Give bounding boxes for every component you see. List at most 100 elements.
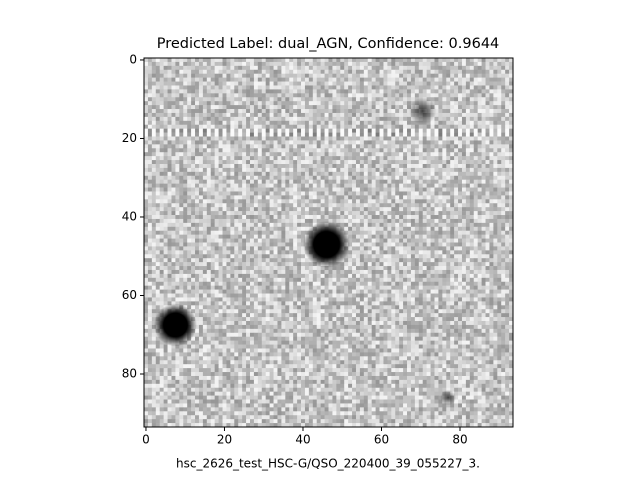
pixel [430,183,435,188]
pixel [312,156,318,161]
pixel [450,207,455,212]
pixel [407,211,412,216]
pixel [450,191,455,196]
pixel [210,61,215,67]
pixel [285,73,290,78]
pixel [422,163,427,169]
pixel [403,101,408,106]
pixel [320,175,325,180]
pixel [355,187,361,192]
pixel [191,152,196,157]
pixel [344,128,349,133]
pixel [222,179,227,184]
pixel [418,148,424,153]
pixel [301,144,306,149]
pixel [297,93,302,98]
pixel [454,258,459,263]
pixel [159,226,164,232]
pixel [367,215,372,220]
pixel [253,116,259,122]
pixel [414,144,420,149]
pixel [320,116,325,122]
pixel [261,136,266,141]
pixel [198,266,204,271]
pixel [187,69,192,75]
pixel [352,124,357,129]
pixel [363,242,369,247]
pixel [195,226,200,232]
pixel [155,195,161,200]
pixel [144,238,149,243]
pixel [489,58,494,63]
pixel [410,152,416,157]
pixel [167,148,172,153]
pixel [155,160,161,165]
pixel [497,61,502,67]
pixel [509,81,514,86]
pixel [458,230,463,235]
pixel [348,203,353,208]
pixel [332,171,337,177]
pixel [285,65,290,71]
pixel [461,81,467,86]
pixel [454,93,459,98]
pixel [202,254,208,259]
pixel [249,171,255,177]
pixel [195,187,200,192]
pixel [489,179,494,184]
pixel [489,230,494,235]
pixel [265,160,270,165]
pixel [473,58,478,63]
pixel [332,199,337,204]
pixel [285,171,290,177]
pixel [371,238,376,243]
pixel [297,203,302,208]
pixel [238,109,243,114]
pixel [222,116,227,122]
pixel [187,148,192,153]
pixel [301,160,306,165]
pixel [183,175,188,180]
pixel [461,124,467,129]
pixel [214,58,219,63]
pixel [187,89,192,94]
pixel [316,203,321,208]
pixel [202,81,208,86]
pixel [167,81,172,86]
pixel [465,175,471,180]
pixel [163,234,168,239]
pixel [332,116,337,122]
pixel [489,222,494,228]
pixel [442,136,447,141]
pixel [379,116,384,122]
pixel [426,199,431,204]
pixel [352,187,357,192]
pixel [458,250,463,255]
pixel [151,187,157,192]
pixel [422,124,427,129]
pixel [336,69,341,75]
pixel [414,187,420,192]
pixel [414,140,420,145]
pixel [493,199,498,204]
pixel [367,258,372,263]
pixel [301,140,306,145]
pixel [505,187,510,192]
pixel [363,175,369,180]
pixel [253,61,259,67]
pixel [418,246,424,251]
pixel [446,124,451,129]
pixel [422,262,427,267]
pixel [316,93,321,98]
pixel [352,203,357,208]
pixel [257,156,263,161]
pixel [442,85,447,90]
pixel [328,156,333,161]
pixel [218,148,223,153]
pixel [297,167,302,173]
pixel [210,215,215,220]
pixel [430,144,435,149]
pixel [195,171,200,177]
pixel [144,218,149,224]
pixel [422,85,427,90]
